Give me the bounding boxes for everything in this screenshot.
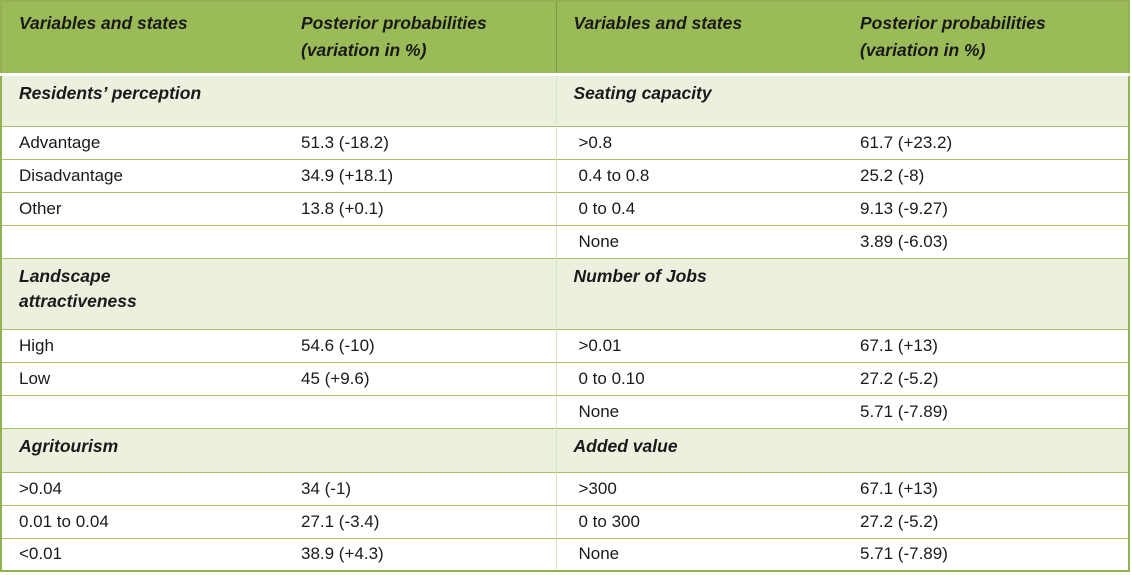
table-row: Disadvantage 34.9 (+18.1) 0.4 to 0.8 25.… (1, 158, 1129, 192)
probability-cell: 34 (-1) (284, 471, 556, 505)
section-row-landscape-attractiveness-number-of-jobs: Landscape attractiveness Number of Jobs (1, 257, 1129, 329)
section-cell-empty (284, 427, 556, 472)
state-cell: High (1, 328, 284, 362)
probability-cell: 5.71 (-7.89) (843, 537, 1129, 571)
table-row: Low 45 (+9.6) 0 to 0.10 27.2 (-5.2) (1, 361, 1129, 395)
section-label: Agritourism (1, 427, 284, 472)
probability-cell: 34.9 (+18.1) (284, 158, 556, 192)
section-cell-empty (843, 427, 1129, 472)
table-row: Other 13.8 (+0.1) 0 to 0.4 9.13 (-9.27) (1, 191, 1129, 225)
column-header-variables-left: Variables and states (1, 1, 284, 76)
table-row: >0.04 34 (-1) >300 67.1 (+13) (1, 471, 1129, 505)
probability-cell: 38.9 (+4.3) (284, 537, 556, 571)
state-cell: None (555, 537, 843, 571)
probability-cell: 54.6 (-10) (284, 328, 556, 362)
probability-cell: 9.13 (-9.27) (843, 191, 1129, 225)
probability-cell: 3.89 (-6.03) (843, 224, 1129, 258)
section-label: Seating capacity (555, 73, 843, 126)
state-cell: >300 (555, 471, 843, 505)
state-cell: 0.01 to 0.04 (1, 504, 284, 538)
probability-cell: 13.8 (+0.1) (284, 191, 556, 225)
table-row: 0.01 to 0.04 27.1 (-3.4) 0 to 300 27.2 (… (1, 504, 1129, 538)
state-cell: 0 to 0.4 (555, 191, 843, 225)
state-cell (1, 394, 284, 428)
state-cell: Advantage (1, 125, 284, 159)
section-row-residents-perception-seating-capacity: Residents’ perception Seating capacity (1, 73, 1129, 126)
table-row: None 3.89 (-6.03) (1, 224, 1129, 258)
probability-cell: 27.1 (-3.4) (284, 504, 556, 538)
probability-cell (284, 394, 556, 428)
state-cell: <0.01 (1, 537, 284, 571)
section-label: Landscape attractiveness (1, 257, 284, 329)
probability-cell: 67.1 (+13) (843, 328, 1129, 362)
state-cell: >0.8 (555, 125, 843, 159)
section-cell-empty (843, 257, 1129, 329)
state-cell: Other (1, 191, 284, 225)
probability-cell (284, 224, 556, 258)
state-cell: 0 to 0.10 (555, 361, 843, 395)
probability-cell: 45 (+9.6) (284, 361, 556, 395)
probability-cell: 61.7 (+23.2) (843, 125, 1129, 159)
probability-cell: 27.2 (-5.2) (843, 504, 1129, 538)
state-cell: 0.4 to 0.8 (555, 158, 843, 192)
state-cell: >0.01 (555, 328, 843, 362)
section-label: Number of Jobs (555, 257, 843, 329)
state-cell: None (555, 394, 843, 428)
probability-cell: 5.71 (-7.89) (843, 394, 1129, 428)
section-cell-empty (284, 73, 556, 126)
probability-cell: 25.2 (-8) (843, 158, 1129, 192)
probability-cell: 51.3 (-18.2) (284, 125, 556, 159)
column-header-probabilities-left: Posterior probabilities (variation in %) (284, 1, 556, 76)
section-label: Added value (555, 427, 843, 472)
section-cell-empty (843, 73, 1129, 126)
section-cell-empty (284, 257, 556, 329)
state-cell: None (555, 224, 843, 258)
section-row-agritourism-added-value: Agritourism Added value (1, 427, 1129, 472)
table-row: Advantage 51.3 (-18.2) >0.8 61.7 (+23.2) (1, 125, 1129, 159)
table-row: None 5.71 (-7.89) (1, 394, 1129, 428)
state-cell: >0.04 (1, 471, 284, 505)
state-cell: Disadvantage (1, 158, 284, 192)
probability-cell: 67.1 (+13) (843, 471, 1129, 505)
table-header-row: Variables and states Posterior probabili… (1, 1, 1129, 76)
section-label: Residents’ perception (1, 73, 284, 126)
state-cell (1, 224, 284, 258)
column-header-variables-right: Variables and states (555, 1, 843, 76)
probability-cell: 27.2 (-5.2) (843, 361, 1129, 395)
table-row: <0.01 38.9 (+4.3) None 5.71 (-7.89) (1, 537, 1129, 571)
state-cell: Low (1, 361, 284, 395)
column-header-probabilities-right: Posterior probabilities (variation in %) (843, 1, 1129, 76)
state-cell: 0 to 300 (555, 504, 843, 538)
table-row: High 54.6 (-10) >0.01 67.1 (+13) (1, 328, 1129, 362)
